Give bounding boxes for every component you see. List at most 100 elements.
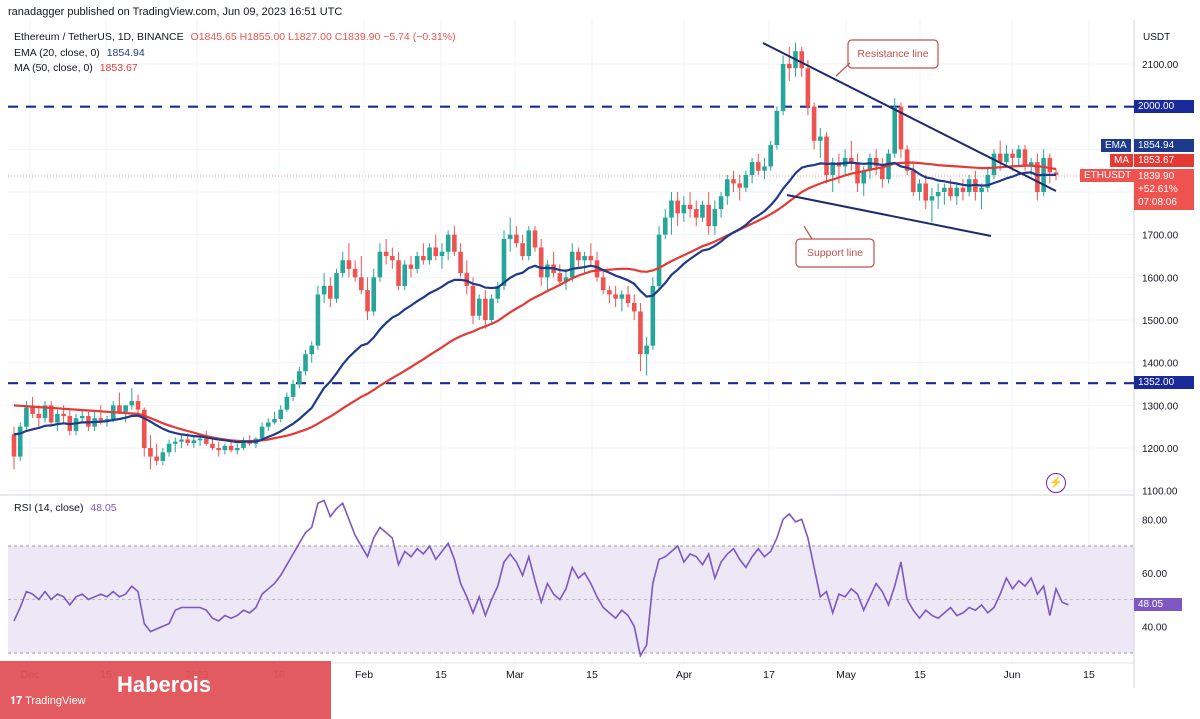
last-tag-name: ETHUSDT [1080, 169, 1136, 182]
candle-body [693, 209, 699, 218]
candle-body [786, 64, 792, 69]
candle-body [402, 264, 408, 286]
ma-legend[interactable]: MA (50, close, 0) 1853.67 [14, 62, 138, 74]
tradingview-logo[interactable]: 𝟏𝟕 TradingView [10, 695, 86, 708]
time-tick-label: 17 [763, 669, 775, 681]
candle-body [303, 354, 308, 372]
candle-body [458, 251, 463, 274]
candle-body [532, 230, 538, 248]
candle-body [179, 439, 184, 442]
candle-body [917, 183, 922, 193]
candle-body [600, 277, 606, 291]
candle-body [619, 294, 625, 299]
candle-body [625, 294, 631, 303]
ma-legend-value: 1853.67 [99, 62, 138, 74]
last-price-value: 1839.90 [1138, 171, 1175, 182]
ema-legend-value: 1854.94 [106, 47, 145, 59]
candle-body [507, 234, 513, 239]
price-tick-label: 1300.00 [1142, 401, 1179, 412]
candle-body [880, 166, 885, 180]
rsi-tick-label: 80.00 [1142, 515, 1167, 526]
candle-body [557, 273, 563, 282]
candle-body [30, 407, 35, 414]
candle-body [997, 153, 1003, 163]
candle-body [706, 204, 711, 227]
time-tick-label: 15 [435, 669, 447, 681]
time-tick-label: Jun [1004, 669, 1021, 681]
candle-body [284, 396, 290, 410]
ema-tag-name: EMA [1101, 139, 1131, 152]
price-axis: 1100.00 1200.00 1300.00 1400.00 1500.00 1600.… [1142, 60, 1179, 498]
candle-body [613, 294, 618, 299]
candle-body [315, 294, 321, 346]
candle-body [737, 183, 742, 188]
candle-body [160, 452, 166, 461]
candle-body [1053, 172, 1059, 175]
candle-body [588, 256, 594, 261]
candle-body [148, 448, 153, 457]
candle-body [79, 416, 85, 419]
rsi-tick-label: 40.00 [1142, 622, 1167, 633]
candle-body [942, 187, 947, 193]
candle-body [911, 170, 916, 193]
candle-body [228, 445, 234, 451]
candle-body [669, 200, 674, 218]
candle-body [1004, 153, 1009, 163]
candle-body [259, 426, 265, 439]
candle-body [439, 251, 445, 257]
candle-body [700, 204, 705, 218]
candle-body [172, 441, 178, 444]
candle-body [445, 234, 451, 252]
resistance-label: Resistance line [857, 48, 928, 60]
candle-body [371, 277, 377, 312]
candle-body [718, 196, 724, 210]
ema-legend[interactable]: EMA (20, close, 0) 1854.94 [14, 47, 145, 59]
candle-body [1047, 157, 1053, 173]
resistance-trendline [762, 42, 1057, 192]
candle-body [321, 285, 327, 295]
candle-body [687, 204, 693, 210]
candle-body [1010, 153, 1015, 158]
rsi-legend-label: RSI (14, close) [14, 502, 84, 514]
lightning-icon[interactable]: ⚡ [1046, 473, 1066, 493]
candle-body [749, 162, 755, 175]
candle-body [154, 456, 159, 461]
support-callout: Support line [795, 225, 875, 268]
price-tick-label: 1500.00 [1142, 316, 1179, 327]
time-tick-label: 15 [914, 669, 926, 681]
candle-body [433, 247, 439, 257]
level-1352-tag: 1352.00 [1134, 376, 1194, 389]
candle-body [768, 145, 773, 167]
candle-body [824, 136, 829, 175]
candle-body [42, 405, 48, 419]
candle-body [396, 260, 401, 286]
candle-body [36, 413, 42, 419]
ma50-line [13, 161, 1057, 443]
resistance-callout: Resistance line [835, 39, 939, 77]
bar-countdown: 07:08:06 [1138, 197, 1177, 208]
candle-body [563, 277, 569, 282]
candle-body [210, 443, 215, 449]
candle-body [501, 238, 507, 286]
support-trendline [786, 194, 992, 237]
candle-body [222, 445, 228, 451]
candle-body [712, 209, 718, 227]
candle-body [607, 290, 612, 295]
candle-body [117, 405, 122, 412]
price-tick-label: 1700.00 [1142, 231, 1179, 242]
candle-body [724, 179, 730, 197]
candle-body [278, 409, 284, 420]
candle-body [576, 251, 581, 261]
candle-body [272, 419, 277, 423]
rsi-legend[interactable]: RSI (14, close) 48.05 [14, 502, 117, 514]
candle-body [383, 251, 389, 257]
time-tick-label: 15 [1083, 669, 1095, 681]
candle-body [166, 443, 172, 453]
watermark-banner [0, 661, 331, 719]
candle-body [290, 384, 296, 397]
candle-body [805, 68, 811, 107]
candle-body [656, 234, 662, 286]
candle-body [476, 298, 482, 316]
candle-body [216, 448, 221, 451]
